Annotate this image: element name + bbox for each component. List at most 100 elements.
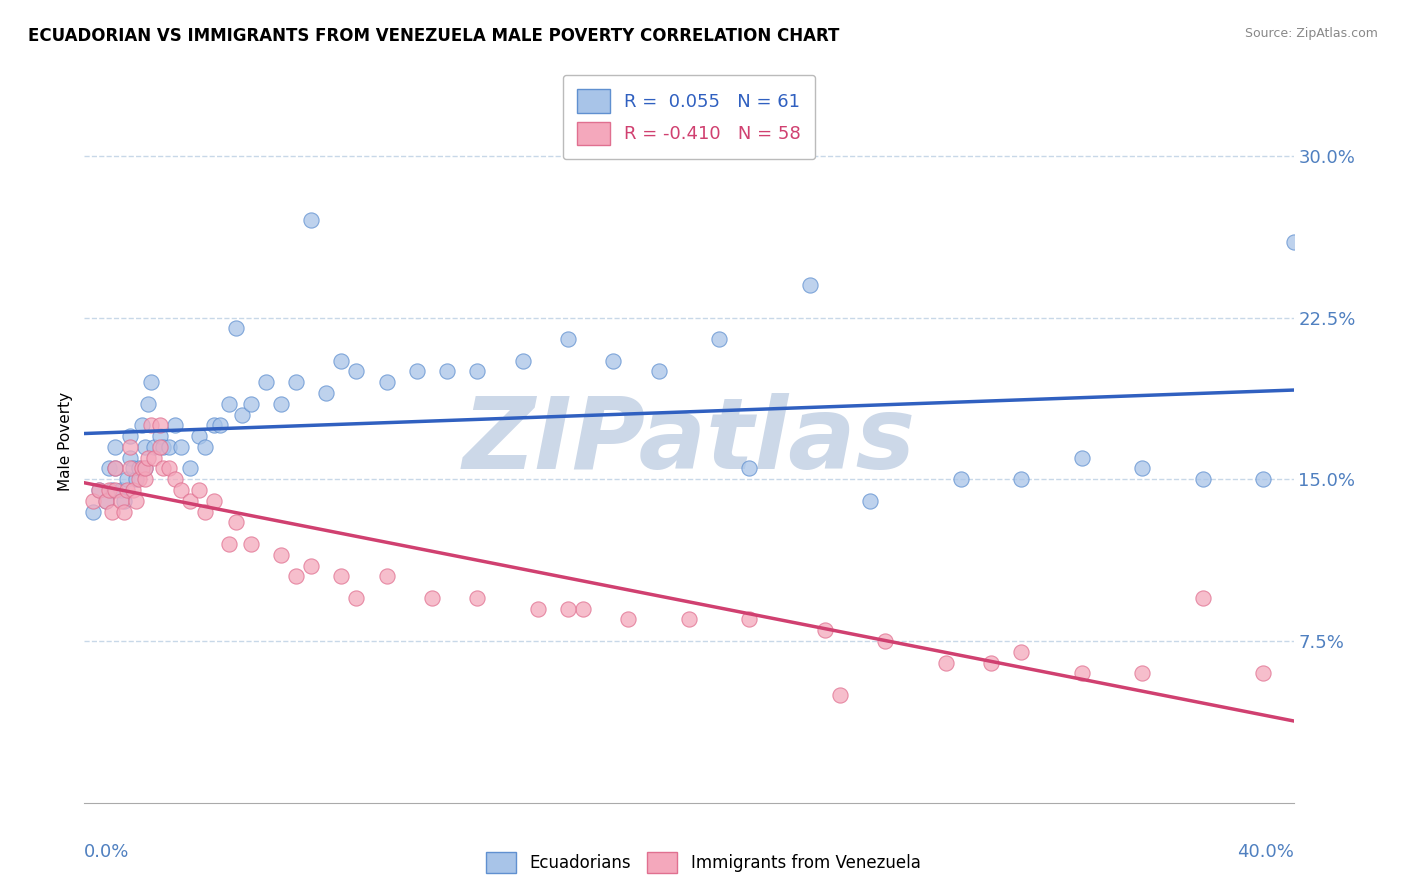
Point	[375, 376, 398, 390]
Point	[131, 418, 153, 433]
Point	[239, 537, 262, 551]
Point	[104, 440, 127, 454]
Point	[527, 601, 550, 615]
Point	[110, 483, 132, 497]
Point	[118, 461, 141, 475]
Point	[1253, 472, 1275, 486]
Point	[285, 569, 308, 583]
Point	[467, 591, 489, 605]
Point	[1011, 645, 1033, 659]
Point	[128, 472, 150, 486]
Point	[1011, 472, 1033, 486]
Point	[112, 505, 135, 519]
Point	[648, 364, 671, 378]
Point	[1130, 461, 1153, 475]
Point	[420, 591, 443, 605]
Point	[738, 461, 761, 475]
Point	[157, 461, 180, 475]
Point	[139, 418, 162, 433]
Point	[125, 493, 148, 508]
Legend: R =  0.055   N = 61, R = -0.410   N = 58: R = 0.055 N = 61, R = -0.410 N = 58	[562, 75, 815, 159]
Text: Source: ZipAtlas.com: Source: ZipAtlas.com	[1244, 27, 1378, 40]
Point	[875, 634, 897, 648]
Point	[82, 505, 104, 519]
Point	[315, 386, 337, 401]
Point	[94, 493, 117, 508]
Point	[170, 440, 193, 454]
Point	[225, 321, 247, 335]
Point	[142, 450, 165, 465]
Point	[935, 656, 957, 670]
Point	[82, 493, 104, 508]
Point	[285, 376, 308, 390]
Point	[467, 364, 489, 378]
Point	[239, 397, 262, 411]
Point	[1192, 591, 1215, 605]
Point	[152, 440, 174, 454]
Point	[115, 472, 138, 486]
Point	[112, 493, 135, 508]
Point	[125, 472, 148, 486]
Point	[270, 548, 292, 562]
Point	[1253, 666, 1275, 681]
Point	[149, 418, 172, 433]
Point	[194, 440, 217, 454]
Point	[165, 472, 187, 486]
Point	[330, 569, 353, 583]
Point	[188, 429, 211, 443]
Point	[170, 483, 193, 497]
Point	[375, 569, 398, 583]
Point	[134, 461, 156, 475]
Point	[94, 493, 117, 508]
Y-axis label: Male Poverty: Male Poverty	[58, 392, 73, 491]
Point	[104, 483, 127, 497]
Point	[118, 440, 141, 454]
Point	[859, 493, 882, 508]
Point	[136, 450, 159, 465]
Text: 40.0%: 40.0%	[1237, 843, 1294, 861]
Point	[678, 612, 700, 626]
Point	[572, 601, 595, 615]
Point	[121, 483, 143, 497]
Point	[110, 493, 132, 508]
Point	[406, 364, 429, 378]
Point	[254, 376, 277, 390]
Point	[202, 418, 225, 433]
Point	[97, 461, 120, 475]
Point	[121, 461, 143, 475]
Point	[202, 493, 225, 508]
Point	[980, 656, 1002, 670]
Point	[512, 353, 534, 368]
Point	[100, 505, 122, 519]
Point	[194, 505, 217, 519]
Point	[346, 364, 368, 378]
Point	[142, 440, 165, 454]
Point	[1071, 450, 1094, 465]
Point	[115, 483, 138, 497]
Point	[950, 472, 973, 486]
Point	[436, 364, 458, 378]
Point	[1071, 666, 1094, 681]
Point	[179, 493, 201, 508]
Point	[97, 483, 120, 497]
Point	[136, 397, 159, 411]
Text: ZIPatlas: ZIPatlas	[463, 393, 915, 490]
Point	[346, 591, 368, 605]
Point	[709, 332, 731, 346]
Point	[134, 440, 156, 454]
Point	[1282, 235, 1305, 249]
Point	[1192, 472, 1215, 486]
Point	[89, 483, 111, 497]
Point	[118, 429, 141, 443]
Text: 0.0%: 0.0%	[84, 843, 129, 861]
Point	[165, 418, 187, 433]
Point	[131, 461, 153, 475]
Point	[118, 450, 141, 465]
Point	[299, 213, 322, 227]
Point	[89, 483, 111, 497]
Point	[149, 440, 172, 454]
Legend: Ecuadorians, Immigrants from Venezuela: Ecuadorians, Immigrants from Venezuela	[479, 846, 927, 880]
Text: ECUADORIAN VS IMMIGRANTS FROM VENEZUELA MALE POVERTY CORRELATION CHART: ECUADORIAN VS IMMIGRANTS FROM VENEZUELA …	[28, 27, 839, 45]
Point	[602, 353, 624, 368]
Point	[188, 483, 211, 497]
